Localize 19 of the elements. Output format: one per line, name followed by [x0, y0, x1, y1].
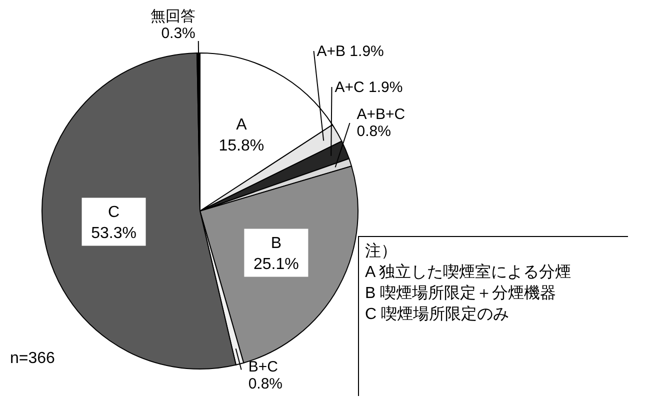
slice-label: B	[270, 234, 282, 252]
slice-label: B+C	[248, 358, 278, 376]
text: 注）	[365, 242, 398, 262]
slice-label: A	[236, 116, 248, 134]
data-label: 0.8%	[248, 376, 283, 393]
text: A 独立した喫煙室による分煙	[365, 262, 572, 283]
text: C 喫煙場所限定のみ	[365, 304, 510, 325]
slice-label: 無回答	[150, 8, 196, 26]
text: n=366	[10, 350, 55, 368]
slice-label: C	[108, 204, 120, 221]
slice-label: A+B 1.9%	[316, 43, 384, 60]
slice-label: A+C 1.9%	[334, 79, 403, 96]
slice-label: A+B+C	[356, 106, 406, 123]
text: B 喫煙場所限定＋分煙機器	[365, 284, 558, 304]
data-label: 25.1%	[254, 256, 299, 273]
data-label: 0.8%	[356, 123, 391, 140]
data-label: 15.8%	[218, 138, 264, 155]
data-label: 53.3%	[91, 224, 136, 242]
data-label: 0.3%	[161, 25, 196, 42]
